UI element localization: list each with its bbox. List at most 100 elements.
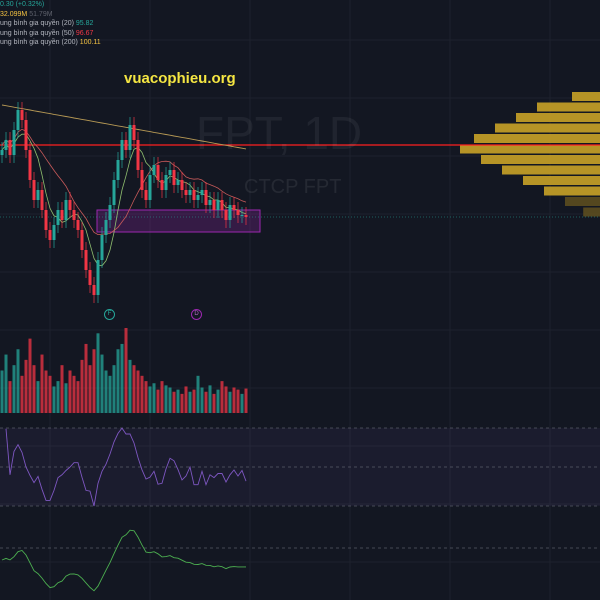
volume-bar bbox=[180, 393, 184, 413]
volume-bar bbox=[156, 389, 160, 413]
volume-profile-bar bbox=[583, 207, 600, 217]
volume-bar bbox=[84, 343, 88, 413]
volume-ma-value: 51.79M bbox=[29, 10, 53, 18]
candle-body bbox=[160, 180, 164, 190]
volume-bar bbox=[40, 354, 44, 413]
candle-body bbox=[124, 140, 128, 150]
volume-bar bbox=[8, 381, 12, 413]
candle-body bbox=[232, 205, 236, 210]
candle-body bbox=[196, 195, 200, 200]
volume-bar bbox=[92, 349, 96, 413]
volume-bar bbox=[132, 365, 136, 413]
ma200-value: 100.11 bbox=[79, 39, 101, 46]
ma200-label[interactable]: ung bình gia quyền (200) bbox=[0, 39, 78, 46]
candle-body bbox=[16, 110, 20, 130]
company-watermark: CTCP FPT bbox=[244, 176, 342, 198]
candle-body bbox=[8, 140, 12, 155]
volume-bar bbox=[24, 359, 28, 413]
candle-body bbox=[140, 170, 144, 190]
candle-body bbox=[44, 210, 48, 230]
candle-body bbox=[208, 200, 212, 205]
candle-body bbox=[64, 200, 68, 220]
volume-bar bbox=[176, 389, 180, 413]
volume-bar bbox=[88, 365, 92, 413]
volume-bar bbox=[72, 375, 76, 413]
support-zone bbox=[96, 209, 261, 233]
indicator-legend: 0.30 (+0.32%) 32.099M 51.79M ung bình gi… bbox=[0, 0, 101, 48]
volume-bar bbox=[80, 359, 84, 413]
candle-body bbox=[72, 210, 76, 220]
volume-bar bbox=[0, 370, 4, 413]
volume-profile-bar bbox=[481, 155, 600, 164]
candle-body bbox=[56, 210, 60, 225]
volume-bar bbox=[216, 389, 220, 413]
candle-body bbox=[104, 220, 108, 235]
volume-profile-bar bbox=[502, 165, 600, 175]
volume-bar bbox=[44, 370, 48, 413]
dividend-marker[interactable]: D bbox=[191, 309, 202, 320]
candle-body bbox=[116, 160, 120, 180]
candle-body bbox=[144, 190, 148, 200]
candle-body bbox=[152, 165, 156, 175]
volume-bar bbox=[4, 354, 8, 413]
price-change: 0.30 (+0.32%) bbox=[0, 1, 45, 8]
ma50-value: 96.67 bbox=[75, 29, 94, 37]
ma200-line bbox=[1, 104, 247, 150]
candle-body bbox=[180, 180, 184, 190]
volume-bar bbox=[160, 381, 164, 413]
candle-body bbox=[32, 180, 36, 200]
candle-body bbox=[112, 180, 116, 205]
volume-profile-bar bbox=[544, 186, 600, 196]
candle-body bbox=[164, 175, 168, 190]
candle-body bbox=[36, 190, 40, 200]
volume-profile-bar bbox=[572, 92, 600, 101]
ma50-label[interactable]: ung bình gia quyền (50) bbox=[0, 29, 74, 37]
volume-bar bbox=[104, 370, 108, 413]
volume-profile-bar bbox=[537, 102, 600, 112]
candle-body bbox=[132, 125, 136, 140]
volume-bar bbox=[52, 386, 56, 413]
volume-bar bbox=[116, 349, 120, 413]
candle-body bbox=[60, 210, 64, 220]
candle-body bbox=[240, 215, 244, 216]
volume-bar bbox=[108, 375, 112, 413]
volume-bar bbox=[64, 383, 68, 413]
candle-body bbox=[24, 120, 28, 150]
volume-bar bbox=[152, 383, 156, 413]
volume-bar bbox=[100, 354, 104, 413]
candle-body bbox=[200, 190, 204, 195]
volume-bar bbox=[112, 365, 116, 413]
financials-marker[interactable]: F bbox=[104, 309, 115, 320]
candle-body bbox=[4, 140, 8, 150]
candle-body bbox=[244, 215, 248, 217]
volume-bar bbox=[208, 385, 212, 413]
ma20-value: 95.82 bbox=[75, 20, 94, 27]
volume-bar bbox=[200, 387, 204, 413]
candle-body bbox=[96, 260, 100, 295]
volume-bar bbox=[192, 389, 196, 413]
volume-bar bbox=[68, 370, 72, 413]
volume-profile-bar bbox=[460, 144, 600, 154]
volume-bar bbox=[48, 375, 52, 413]
volume-bar bbox=[224, 386, 228, 413]
volume-profile-bar bbox=[474, 134, 600, 143]
candle-body bbox=[52, 225, 56, 240]
volume-bar bbox=[76, 381, 80, 413]
volume-bar bbox=[168, 387, 172, 413]
candle-body bbox=[120, 140, 124, 160]
candle-body bbox=[12, 130, 16, 155]
candle-body bbox=[204, 190, 208, 205]
candle-body bbox=[224, 210, 228, 220]
volume-profile-bar bbox=[523, 176, 600, 185]
site-watermark: vuacophieu.org bbox=[124, 70, 236, 87]
volume-bar bbox=[140, 375, 144, 413]
ma20-label[interactable]: ung bình gia quyền (20) bbox=[0, 20, 74, 27]
volume-bar bbox=[172, 391, 176, 413]
volume-bar bbox=[188, 391, 192, 413]
candle-body bbox=[20, 110, 24, 120]
candle-body bbox=[68, 200, 72, 210]
candle-body bbox=[192, 190, 196, 200]
candle-body bbox=[212, 200, 216, 210]
candle-body bbox=[92, 285, 96, 295]
